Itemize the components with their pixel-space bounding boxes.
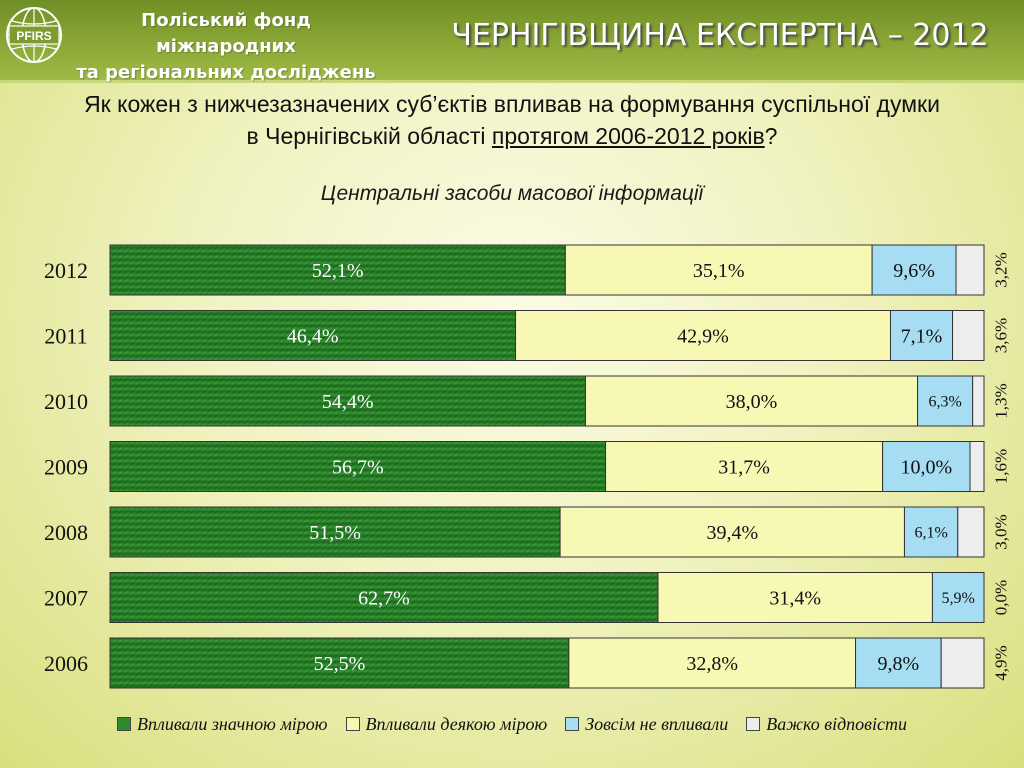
legend-swatch [345, 717, 360, 731]
bar-segment-significant [109, 441, 607, 492]
legend-swatch [565, 717, 580, 731]
bar-segment-none [931, 572, 985, 623]
bar-segment-hard [969, 441, 985, 492]
bar-segment-hard [952, 310, 985, 361]
legend-item-hard: Важко відповісти [746, 714, 907, 735]
data-label-hard: 3,2% [992, 252, 1011, 287]
year-label: 2012 [44, 258, 88, 283]
bar-segment-none [903, 506, 959, 558]
data-label-significant: 51,5% [309, 522, 361, 544]
question-line-2: в Чернігівській області протягом 2006-20… [0, 120, 1024, 152]
data-label-some: 39,4% [706, 522, 758, 544]
org-line-1: Поліський фонд міжнародних [141, 10, 311, 57]
data-label-hard: 1,6% [992, 449, 1011, 484]
year-label: 2008 [44, 520, 88, 545]
legend-swatch [746, 717, 761, 731]
data-label-significant: 52,1% [312, 260, 364, 282]
year-label: 2006 [44, 651, 88, 676]
survey-question: Як кожен з нижчезазначених суб’єктів впл… [0, 88, 1024, 152]
bar-segment-none [855, 637, 942, 689]
data-label-some: 31,7% [718, 457, 770, 479]
bar-segment-none [871, 244, 957, 296]
bar-segment-some [564, 244, 873, 296]
year-label: 2010 [44, 389, 88, 414]
bar-segment-none [882, 441, 971, 492]
bar-segment-hard [972, 375, 985, 427]
question-period: протягом 2006-2012 років [491, 123, 765, 149]
data-label-hard: 0,0% [992, 580, 1011, 615]
bar-segment-none [889, 310, 954, 361]
bar-segment-hard [957, 506, 985, 558]
logo-text: PFIRS [16, 29, 51, 43]
year-label: 2011 [44, 324, 87, 349]
bar-segment-hard [955, 244, 985, 296]
bar-segment-hard [940, 637, 985, 689]
question-suffix: ? [764, 123, 778, 149]
bar-segment-significant [109, 310, 517, 361]
header-title: ЧЕРНІГІВЩИНА ЕКСПЕРТНА – 2012 [451, 18, 989, 53]
bar-segment-significant [109, 375, 586, 427]
globe-logo-icon: PFIRS [6, 7, 62, 63]
chart-title: Центральні засоби масової інформації [320, 182, 704, 205]
data-label-none: 7,1% [901, 326, 943, 348]
data-label-none: 9,6% [893, 260, 935, 282]
header: PFIRS Поліський фонд міжнародних та регі… [0, 0, 1024, 83]
data-label-some: 35,1% [693, 260, 745, 282]
question-prefix: в Чернігівській області [246, 123, 492, 149]
legend-label: Впливали значною мірою [137, 713, 328, 734]
legend-label: Впливали деякою мірою [365, 713, 548, 734]
legend-label: Зовсім не впливали [585, 713, 729, 734]
data-label-some: 32,8% [686, 653, 738, 675]
org-line-2: та регіональних досліджень [76, 62, 376, 83]
bar-segment-significant [109, 506, 561, 558]
data-label-hard: 3,0% [992, 514, 1011, 549]
bar-segment-some [605, 441, 884, 492]
data-label-none: 6,3% [928, 394, 961, 411]
organization-name: Поліський фонд міжнародних та регіональн… [76, 8, 376, 86]
legend-label: Важко відповісти [766, 713, 907, 734]
legend-item-significant: Впливали значною мірою [117, 714, 328, 735]
data-label-hard: 4,9% [992, 645, 1011, 680]
data-label-significant: 54,4% [322, 391, 374, 413]
bar-segment-some [515, 310, 891, 361]
data-label-hard: 1,3% [992, 383, 1011, 418]
data-label-none: 10,0% [900, 457, 952, 479]
data-label-none: 9,8% [878, 653, 920, 675]
data-label-none: 6,1% [914, 525, 947, 542]
data-label-significant: 46,4% [287, 326, 339, 348]
bar-segment-some [657, 572, 933, 623]
year-label: 2009 [44, 455, 88, 480]
data-label-significant: 56,7% [332, 457, 384, 479]
bar-segment-some [559, 506, 905, 558]
data-label-hard: 3,6% [992, 318, 1011, 353]
data-label-some: 31,4% [769, 588, 821, 610]
data-label-some: 42,9% [677, 326, 729, 348]
data-label-significant: 62,7% [358, 588, 410, 610]
chart-legend: Впливали значною мірою Впливали деякою мі… [0, 710, 1024, 738]
bar-segment-significant [109, 637, 570, 689]
data-label-some: 38,0% [726, 391, 778, 413]
question-line-1: Як кожен з нижчезазначених суб’єктів впл… [84, 91, 940, 117]
data-label-none: 5,9% [942, 590, 975, 607]
data-label-significant: 52,5% [314, 653, 366, 675]
legend-item-none: Зовсім не впливали [565, 714, 728, 735]
legend-swatch [117, 717, 132, 731]
stacked-bar-chart: 2012 52,1% 35,1% 9,6% 3,2% 2011 46,4% 42,9% 7,1%… [44, 244, 1011, 689]
year-label: 2007 [44, 586, 88, 611]
bar-segment-some [584, 375, 919, 427]
legend-item-some: Впливали деякою мірою [345, 713, 548, 735]
bar-segment-significant [109, 572, 659, 623]
